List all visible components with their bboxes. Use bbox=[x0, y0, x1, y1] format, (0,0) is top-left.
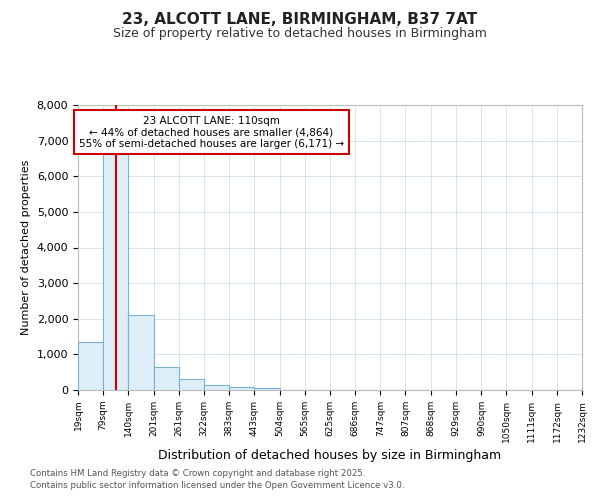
Bar bbox=[204, 384, 229, 390]
Text: 23 ALCOTT LANE: 110sqm
← 44% of detached houses are smaller (4,864)
55% of semi-: 23 ALCOTT LANE: 110sqm ← 44% of detached… bbox=[79, 116, 344, 149]
Bar bbox=[229, 387, 254, 390]
Bar bbox=[154, 367, 179, 390]
Bar bbox=[179, 378, 204, 390]
Y-axis label: Number of detached properties: Number of detached properties bbox=[21, 160, 31, 335]
Text: Size of property relative to detached houses in Birmingham: Size of property relative to detached ho… bbox=[113, 28, 487, 40]
X-axis label: Distribution of detached houses by size in Birmingham: Distribution of detached houses by size … bbox=[158, 449, 502, 462]
Bar bbox=[128, 315, 154, 390]
Bar bbox=[103, 152, 128, 390]
Text: Contains public sector information licensed under the Open Government Licence v3: Contains public sector information licen… bbox=[30, 481, 404, 490]
Bar bbox=[254, 388, 280, 390]
Text: Contains HM Land Registry data © Crown copyright and database right 2025.: Contains HM Land Registry data © Crown c… bbox=[30, 468, 365, 477]
Bar bbox=[78, 342, 103, 390]
Text: 23, ALCOTT LANE, BIRMINGHAM, B37 7AT: 23, ALCOTT LANE, BIRMINGHAM, B37 7AT bbox=[122, 12, 478, 28]
